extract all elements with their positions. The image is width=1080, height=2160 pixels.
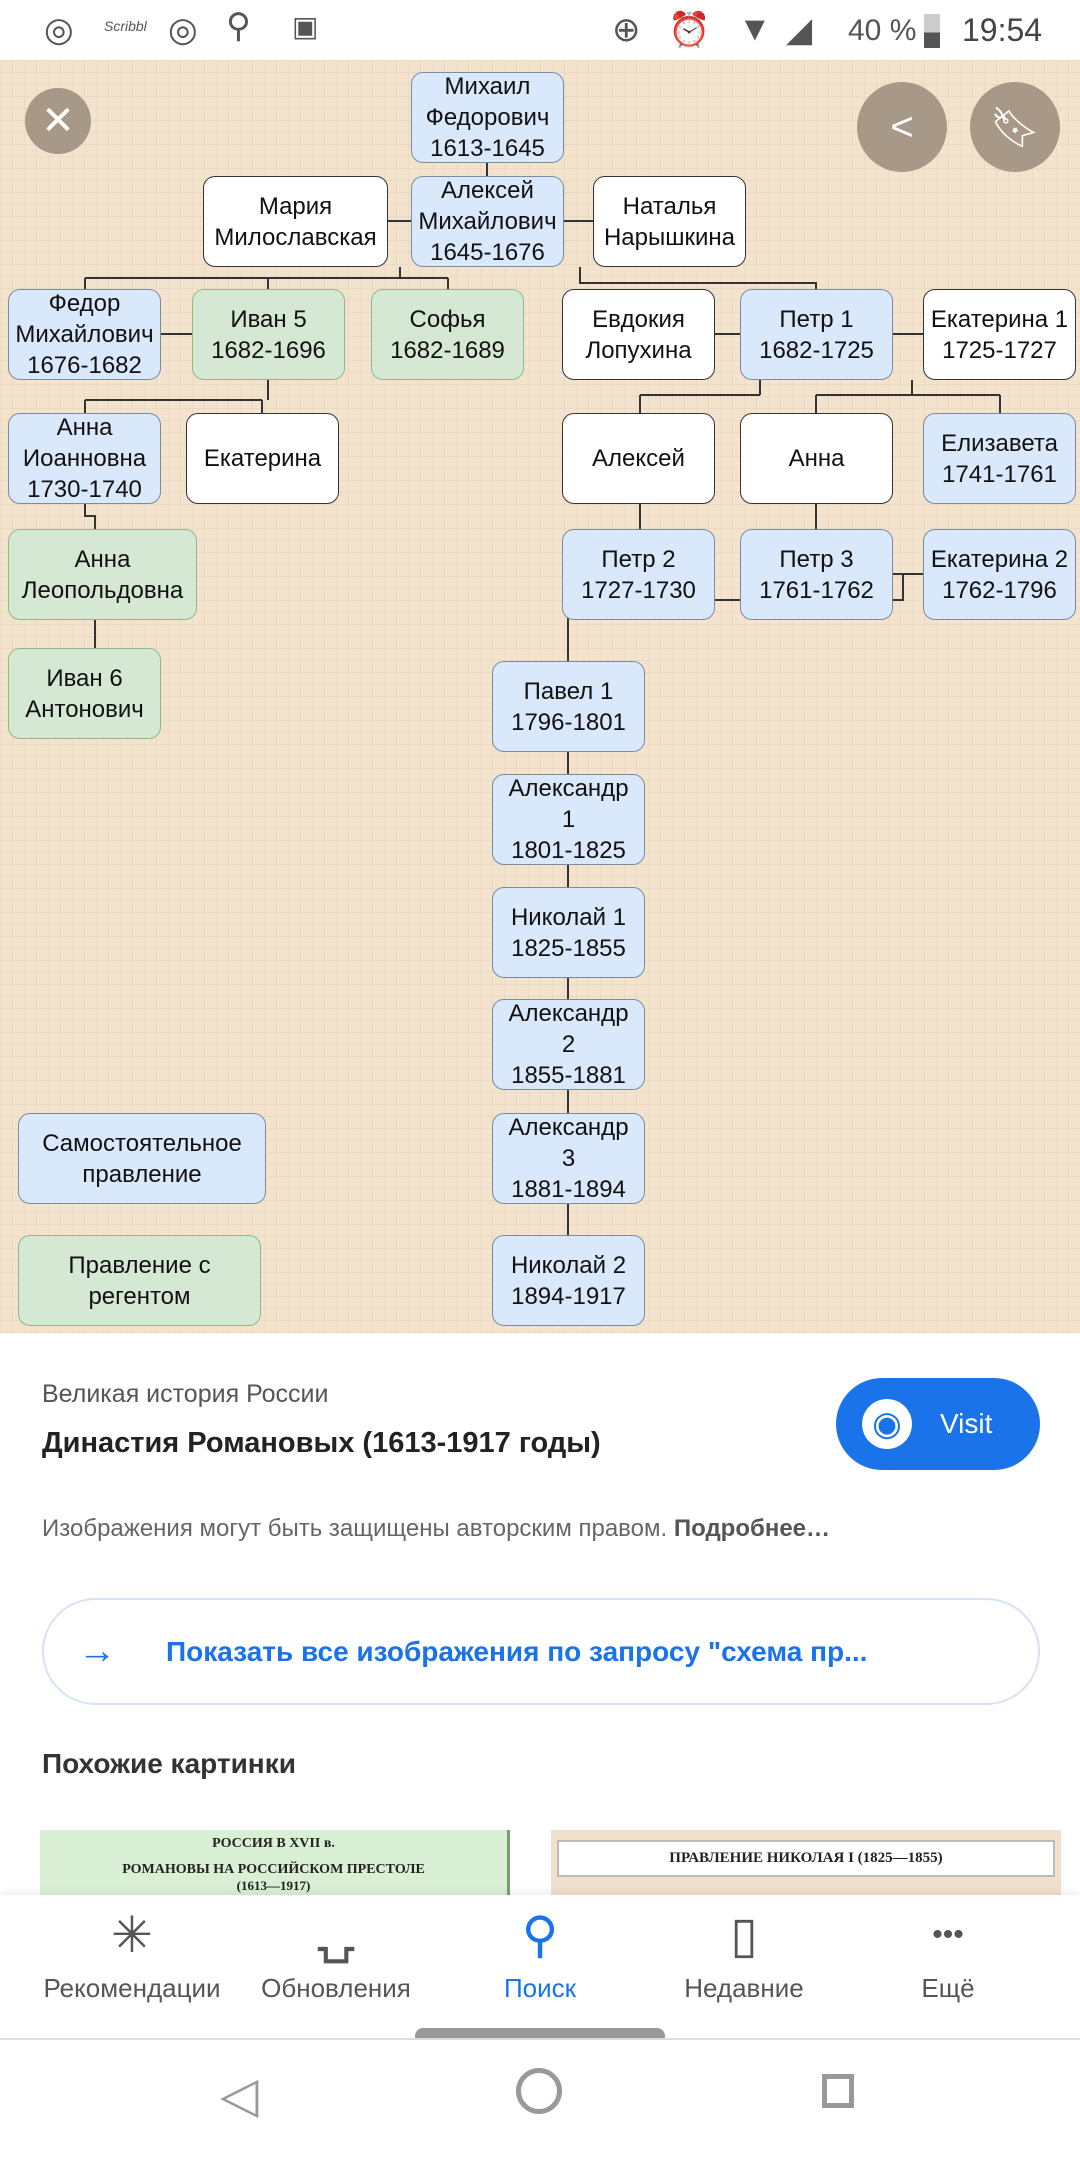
scribbl-icon: Scribbl [104, 18, 147, 34]
bookmark-button[interactable]: 🔖︎ [970, 82, 1060, 172]
whatsapp-icon: ◎ [44, 11, 74, 49]
tree-node: Екатерина [186, 413, 339, 504]
more-link[interactable]: Подробнее… [673, 1515, 831, 1542]
share-button[interactable]: < [857, 82, 947, 172]
show-all-label: Показать все изображения по запросу "схе… [166, 1635, 868, 1667]
similar-image-2[interactable]: ПРАВЛЕНИЕ НИКОЛАЯ I (1825—1855) [551, 1830, 1061, 1899]
tree-node: Михаил Федорович 1613-1645 [411, 72, 564, 163]
tree-node: Александр 3 1881-1894 [492, 1113, 645, 1204]
tree-node: Наталья Нарышкина [593, 176, 746, 267]
battery-level: 40 % [848, 14, 917, 47]
connector-lines [84, 163, 1001, 1235]
viber-icon: ◎ [168, 11, 198, 49]
back-icon[interactable]: ◁ [220, 2067, 259, 2123]
legend-item: Самостоятельное правление [18, 1113, 266, 1204]
battery-icon [924, 14, 940, 48]
nav-item-recent[interactable]: ▯ Недавние [644, 1895, 844, 2004]
tree-node: Николай 2 1894-1917 [492, 1235, 645, 1326]
tree-node: Елизавета 1741-1761 [923, 413, 1076, 504]
tree-node: Павел 1 1796-1801 [492, 661, 645, 752]
thumb-text: ПРАВЛЕНИЕ НИКОЛАЯ I (1825—1855) [557, 1840, 1055, 1877]
close-icon: ✕ [41, 99, 75, 143]
show-all-images-button[interactable]: → Показать все изображения по запросу "с… [42, 1598, 1040, 1705]
recent-icon: ▯ [730, 1907, 758, 1963]
updates-icon: ⍽ [317, 1907, 355, 1963]
tree-node: Федор Михайлович 1676-1682 [8, 289, 161, 380]
result-title[interactable]: Династия Романовых (1613-1917 годы) [42, 1427, 601, 1459]
home-icon[interactable] [516, 2068, 562, 2114]
tree-node: Петр 2 1727-1730 [562, 529, 715, 620]
tree-node: Петр 1 1682-1725 [740, 289, 893, 380]
nav-label: Ещё [921, 1973, 975, 2003]
thumb-text: РОССИЯ В XVII в. [212, 1836, 335, 1851]
tree-node: Анна Леопольдовна [8, 529, 197, 620]
bookmark-icon: 🔖︎ [989, 105, 1041, 150]
tree-node: Иван 6 Антонович [8, 648, 161, 739]
similar-images-heading: Похожие картинки [42, 1748, 296, 1779]
clock: 19:54 [962, 12, 1043, 48]
share-icon: < [890, 104, 914, 149]
nav-label: Недавние [684, 1973, 804, 2003]
wifi-icon: ▼ [738, 10, 772, 48]
nav-label: Поиск [503, 1973, 577, 2003]
nav-item-updates[interactable]: ⍽ Обновления [236, 1895, 436, 2004]
similar-image-1[interactable]: РОССИЯ В XVII в. РОМАНОВЫ НА РОССИЙСКОМ … [40, 1830, 510, 1899]
arrow-right-icon: → [78, 1630, 116, 1672]
drag-handle[interactable] [415, 2028, 665, 2038]
romanov-family-tree-image[interactable]: Михаил Федорович 1613-1645 Мария Милослав… [0, 60, 1080, 1333]
signal-icon: ◢ [786, 11, 813, 49]
more-icon: ••• [932, 1918, 964, 1951]
bottom-navigation: ✳ Рекомендации ⍽ Обновления ⚲ Поиск ▯ Недавние •… [0, 1895, 1080, 2035]
legend-item: Правление с регентом [18, 1235, 261, 1326]
nav-item-asterisk[interactable]: ✳ Рекомендации [32, 1895, 232, 2004]
data-saver-icon: ⊕ [612, 11, 641, 49]
status-bar: ◎ Scribbl ◎ ⚲ ▣ ⊕ ⏰ ▼ ◢ 40 % 19:54 [0, 0, 1080, 60]
overview-icon[interactable] [822, 2074, 854, 2108]
search-icon: ⚲ [226, 7, 251, 45]
tree-node: Софья 1682-1689 [371, 289, 524, 380]
tree-node: Алексей [562, 413, 715, 504]
visit-label: Visit [940, 1408, 993, 1439]
tree-node: Мария Милославская [203, 176, 388, 267]
thumb-text: (1613—1917) [236, 1878, 311, 1893]
globe-icon: ◉ [862, 1399, 912, 1449]
nav-label: Обновления [261, 1973, 411, 2003]
copyright-text: Изображения могут быть защищены авторски… [42, 1515, 668, 1542]
tree-node: Александр 2 1855-1881 [492, 999, 645, 1090]
tree-node: Анна Иоанновна 1730-1740 [8, 413, 161, 504]
visit-button[interactable]: ◉ Visit [836, 1378, 1040, 1470]
tree-node: Петр 3 1761-1762 [740, 529, 893, 620]
tree-node: Анна [740, 413, 893, 504]
asterisk-icon: ✳ [111, 1907, 153, 1963]
system-navigation-bar: ◁ [0, 2038, 1080, 2160]
tree-node: Евдокия Лопухина [562, 289, 715, 380]
tree-node: Екатерина 1 1725-1727 [923, 289, 1076, 380]
tree-node: Александр 1 1801-1825 [492, 774, 645, 865]
thumb-text: РОМАНОВЫ НА РОССИЙСКОМ ПРЕСТОЛЕ [122, 1862, 425, 1877]
search-icon: ⚲ [521, 1907, 559, 1963]
nav-item-more[interactable]: ••• Ещё [848, 1895, 1048, 2004]
nav-item-search[interactable]: ⚲ Поиск [440, 1895, 640, 2004]
tree-node: Иван 5 1682-1696 [192, 289, 345, 380]
tree-node: Екатерина 2 1762-1796 [923, 529, 1076, 620]
alarm-icon: ⏰ [668, 11, 711, 49]
copyright-notice: Изображения могут быть защищены авторски… [42, 1515, 830, 1543]
close-button[interactable]: ✕ [25, 88, 91, 154]
nav-label: Рекомендации [43, 1973, 221, 2003]
tree-node: Алексей Михайлович 1645-1676 [411, 176, 564, 267]
tree-node: Николай 1 1825-1855 [492, 887, 645, 978]
toggle-icon: ▣ [292, 11, 319, 42]
source-name[interactable]: Великая история России [42, 1380, 329, 1408]
